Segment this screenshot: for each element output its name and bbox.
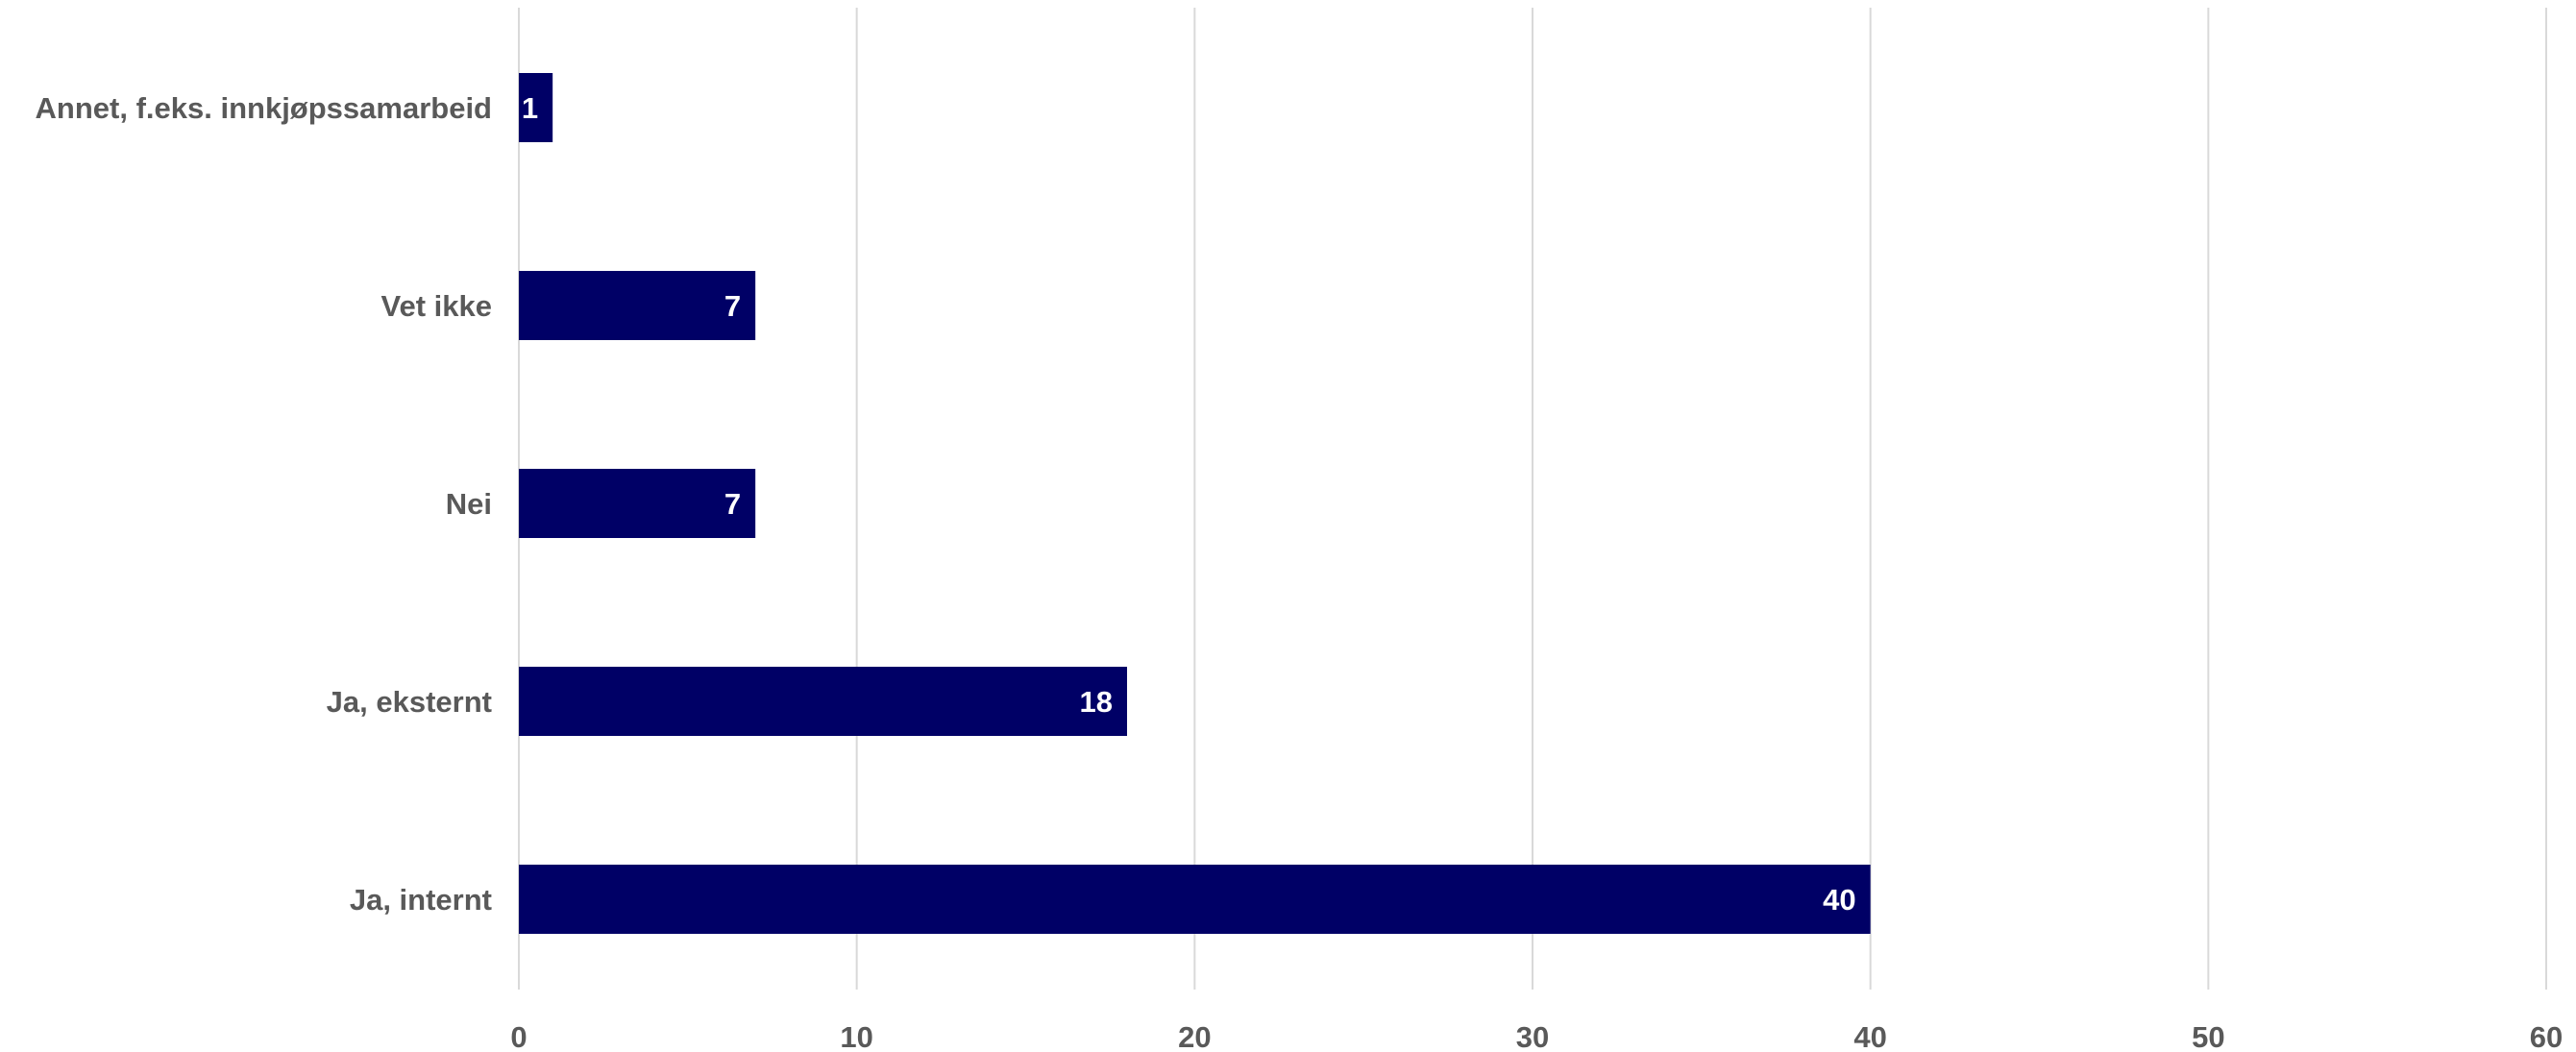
- data-labels: 1 7 7 18 40: [522, 91, 1856, 917]
- bar-4: [519, 865, 1871, 934]
- x-tick-label-60: 60: [2530, 1020, 2563, 1052]
- bar-3: [519, 667, 1127, 736]
- x-tick-label-10: 10: [840, 1020, 872, 1052]
- x-tick-label-40: 40: [1853, 1020, 1886, 1052]
- category-label-4: Ja, internt: [350, 883, 492, 917]
- bar-1: [519, 271, 756, 340]
- category-label-3: Ja, eksternt: [327, 685, 492, 719]
- gridlines: [518, 8, 2547, 990]
- x-tick-label-30: 30: [1516, 1020, 1549, 1052]
- data-label-4: 40: [1823, 883, 1855, 917]
- data-label-3: 18: [1080, 685, 1113, 719]
- bar-2: [519, 469, 756, 538]
- category-labels: Annet, f.eks. innkjøpssamarbeid Vet ikke N…: [36, 91, 492, 917]
- x-tick-label-0: 0: [510, 1020, 527, 1052]
- bars: [519, 73, 1871, 934]
- category-label-2: Nei: [446, 487, 492, 521]
- bar-0: [519, 73, 553, 142]
- category-label-0: Annet, f.eks. innkjøpssamarbeid: [36, 91, 492, 125]
- data-label-2: 7: [724, 487, 741, 521]
- data-label-1: 7: [724, 289, 741, 323]
- data-label-0: 1: [522, 91, 538, 125]
- x-tick-label-20: 20: [1178, 1020, 1211, 1052]
- x-tick-label-50: 50: [2192, 1020, 2224, 1052]
- x-axis-tick-labels: 0 10 20 30 40 50 60: [510, 1020, 2563, 1052]
- category-label-1: Vet ikke: [381, 289, 492, 323]
